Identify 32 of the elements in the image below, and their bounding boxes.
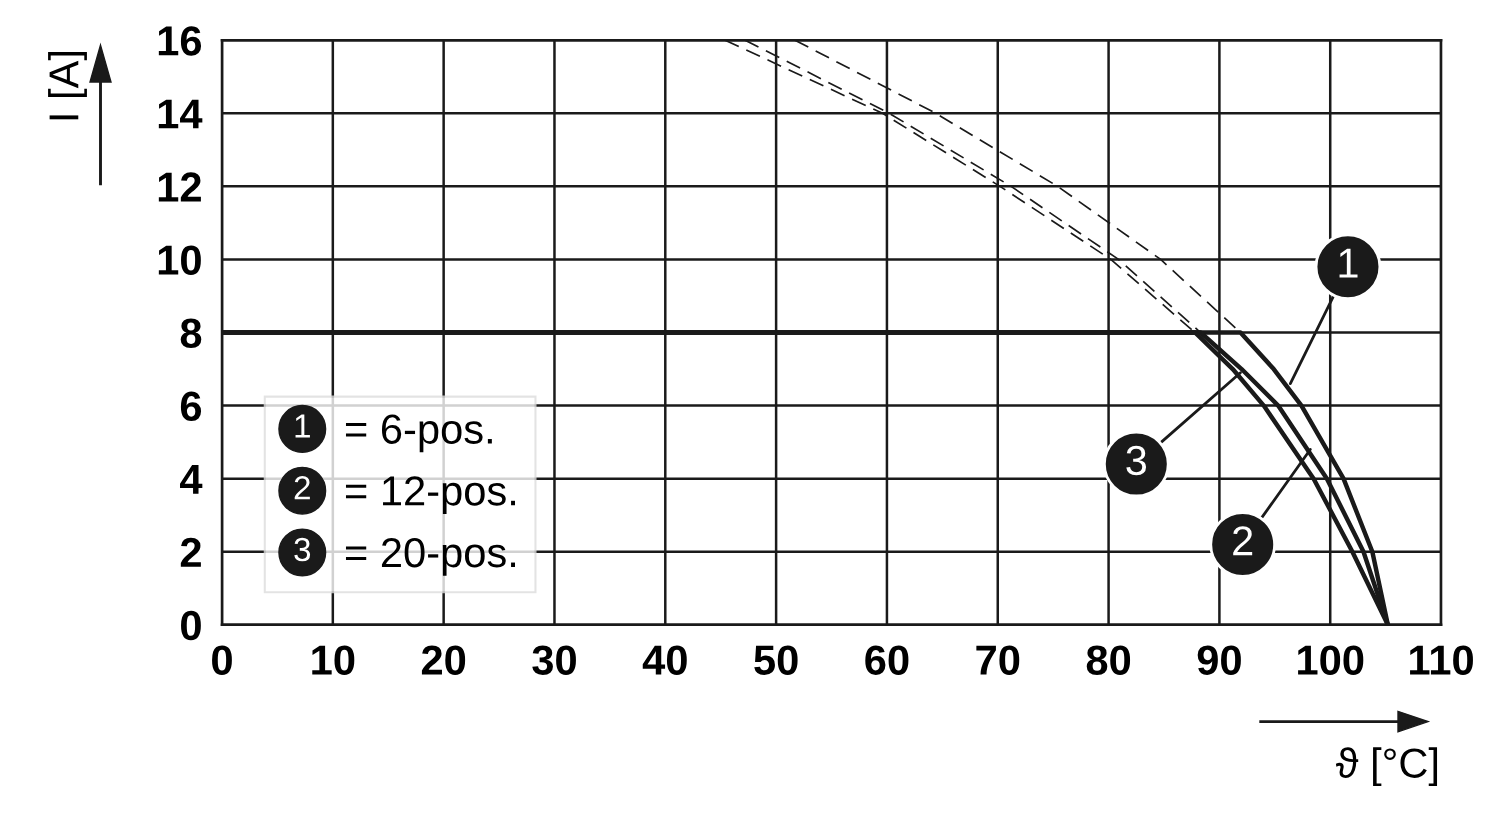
legend-label: = 6-pos. [345, 414, 492, 453]
x-tick-label: 0 [212, 645, 232, 675]
y-tick-label: 0 [181, 610, 201, 641]
x-tick-label: 20 [421, 645, 466, 675]
x-tick-label: 110 [1410, 645, 1473, 675]
y-tick-label: 2 [180, 537, 201, 567]
x-tick-label: 60 [865, 645, 909, 675]
x-tick-label: 90 [1197, 645, 1241, 675]
y-axis-title: I [A] [48, 52, 87, 120]
annotation: 1 [1339, 248, 1358, 278]
y-tick-label: 10 [158, 245, 201, 275]
text: 3 [294, 537, 311, 562]
y-tick-label: 12 [158, 172, 201, 202]
x-tick-label: 70 [976, 645, 1020, 675]
y-tick-label: 16 [158, 26, 202, 56]
x-axis-title: ϑ [°C] [1335, 747, 1438, 787]
x-tick-label: 50 [754, 645, 798, 675]
x-tick-label: 10 [312, 645, 355, 675]
x-tick-label: 30 [532, 645, 576, 675]
y-tick-label: 8 [180, 318, 202, 349]
y-tick-label: 14 [158, 99, 203, 129]
text: 2 [294, 476, 310, 500]
x-tick-label: 80 [1086, 645, 1131, 675]
annotation: 3 [1126, 445, 1147, 476]
annotation: 2 [1233, 526, 1253, 556]
y-tick-label: 6 [180, 391, 202, 422]
x-tick-label: 100 [1298, 645, 1364, 675]
x-tick-label: 40 [642, 645, 687, 675]
legend-label: = 12-pos. [345, 476, 516, 514]
legend-label: = 20-pos. [345, 537, 516, 576]
y-tick-label: 4 [180, 465, 203, 494]
text: 1 [295, 414, 310, 438]
